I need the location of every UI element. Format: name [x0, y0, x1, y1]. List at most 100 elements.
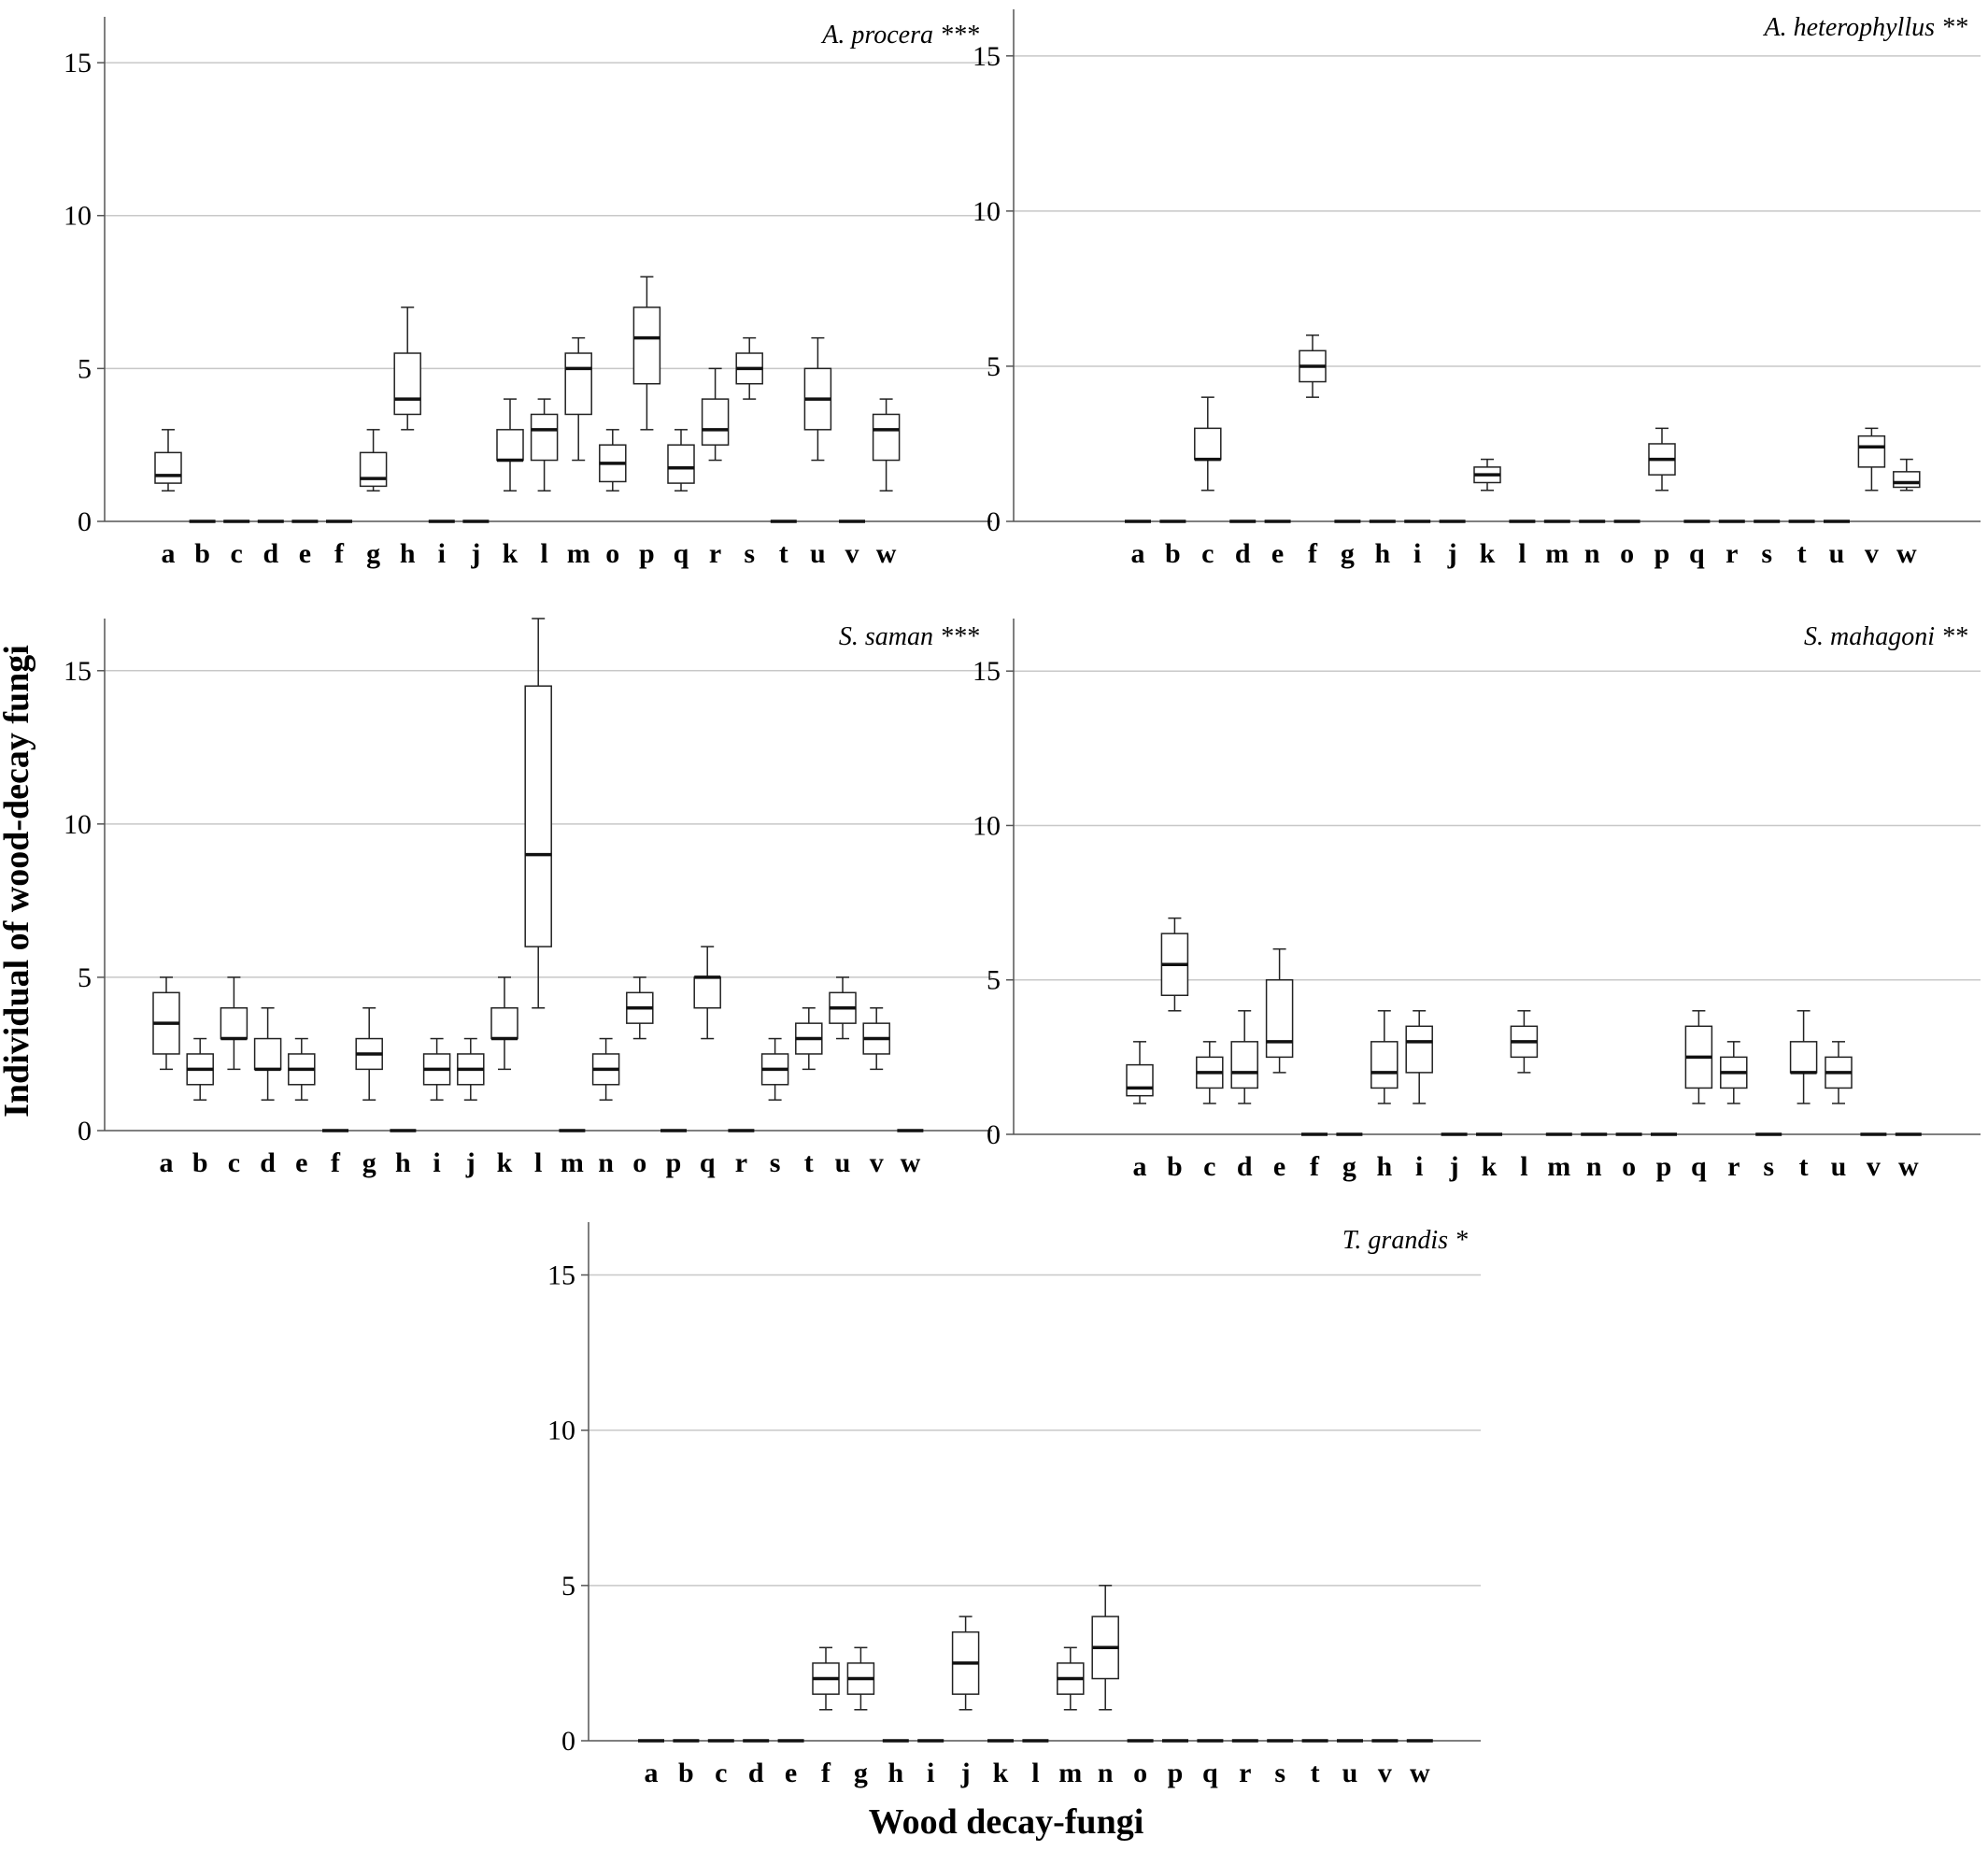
box-t — [795, 1006, 823, 1071]
category-label-u: u — [1829, 538, 1845, 569]
category-label-p: p — [1168, 1758, 1184, 1788]
category-label-c: c — [1201, 538, 1214, 569]
category-label-p: p — [666, 1147, 682, 1178]
category-label-s: s — [770, 1147, 781, 1178]
category-label-g: g — [1341, 538, 1355, 569]
category-label-g: g — [366, 538, 380, 569]
category-label-g: g — [1342, 1151, 1356, 1182]
y-tick-label: 0 — [987, 506, 1001, 537]
category-label-m: m — [561, 1147, 584, 1178]
category-label-m: m — [1547, 1151, 1570, 1182]
box-r — [1720, 1041, 1748, 1104]
category-label-m: m — [567, 538, 590, 569]
y-tick-label: 5 — [987, 351, 1001, 382]
category-label-u: u — [835, 1147, 851, 1178]
category-label-n: n — [1098, 1758, 1114, 1788]
category-label-f: f — [334, 538, 345, 569]
box-h — [1370, 1010, 1399, 1104]
y-axis-title: Individual of wood-decay fungi — [0, 645, 36, 1118]
category-label-t: t — [1797, 538, 1807, 569]
box-k — [496, 398, 524, 492]
category-label-a: a — [1131, 538, 1145, 569]
panel-title: A. heterophyllus ** — [1763, 13, 1967, 42]
y-tick-label: 0 — [78, 506, 92, 537]
category-label-t: t — [779, 538, 788, 569]
box-p — [1648, 427, 1676, 491]
category-label-k: k — [1482, 1151, 1498, 1182]
category-label-c: c — [1203, 1151, 1215, 1182]
x-axis-title: Wood decay-fungi — [869, 1802, 1144, 1842]
category-label-r: r — [1727, 1151, 1740, 1182]
iqr-box — [564, 352, 592, 416]
box-l — [530, 398, 559, 492]
iqr-box — [1265, 978, 1294, 1059]
panel-title: S. mahagoni ** — [1804, 622, 1967, 651]
box-b — [186, 1037, 214, 1101]
category-label-v: v — [870, 1147, 884, 1178]
category-label-f: f — [1310, 1151, 1320, 1182]
category-label-f: f — [331, 1147, 341, 1178]
box-a — [1126, 1041, 1154, 1104]
y-tick-label: 10 — [973, 196, 1001, 227]
category-label-i: i — [438, 538, 446, 569]
category-label-p: p — [639, 538, 655, 569]
y-tick-label: 15 — [547, 1260, 575, 1290]
category-label-j: j — [1447, 538, 1457, 569]
box-j — [457, 1037, 485, 1101]
box-t — [1789, 1010, 1818, 1104]
box-f — [1299, 334, 1327, 398]
category-label-e: e — [299, 538, 311, 569]
category-label-d: d — [260, 1147, 276, 1178]
category-label-b: b — [678, 1758, 694, 1788]
box-a — [154, 429, 182, 492]
box-e — [1265, 947, 1294, 1074]
iqr-box — [1405, 1025, 1433, 1074]
box-s — [735, 336, 763, 400]
category-label-f: f — [1308, 538, 1318, 569]
box-w — [872, 398, 901, 492]
box-i — [422, 1037, 451, 1101]
box-w — [1893, 458, 1921, 491]
iqr-box — [667, 444, 695, 484]
category-label-f: f — [821, 1758, 831, 1788]
category-label-i: i — [433, 1147, 440, 1178]
category-label-e: e — [1273, 1151, 1285, 1182]
box-r — [701, 367, 730, 462]
category-label-q: q — [700, 1147, 716, 1178]
category-label-u: u — [810, 538, 826, 569]
box-c — [1196, 1041, 1224, 1104]
y-tick-label: 15 — [64, 656, 92, 687]
box-i — [1405, 1010, 1433, 1104]
category-label-a: a — [160, 1147, 174, 1178]
box-g — [846, 1646, 875, 1711]
category-label-e: e — [1271, 538, 1284, 569]
y-tick-label: 10 — [64, 809, 92, 840]
iqr-box — [220, 1006, 248, 1040]
category-label-k: k — [503, 538, 518, 569]
category-label-c: c — [228, 1147, 240, 1178]
y-tick-label: 0 — [78, 1116, 92, 1146]
category-label-k: k — [1480, 538, 1496, 569]
iqr-box — [253, 1037, 282, 1071]
iqr-box — [1857, 434, 1886, 468]
box-c — [220, 976, 248, 1071]
category-label-i: i — [1415, 1151, 1423, 1182]
category-label-b: b — [194, 538, 210, 569]
category-label-w: w — [1410, 1758, 1430, 1788]
category-label-w: w — [876, 538, 897, 569]
chart-panel-2: 0 5 10 15 A. heterophyllus ** a b c d e f g h i j k l m n o… — [973, 9, 1981, 569]
y-tick-label: 15 — [973, 656, 1001, 687]
box-j — [951, 1616, 980, 1711]
category-label-c: c — [231, 538, 243, 569]
category-label-v: v — [1378, 1758, 1392, 1788]
box-d — [1230, 1010, 1258, 1104]
panel-title: A. procera *** — [820, 21, 979, 50]
category-label-o: o — [1133, 1758, 1147, 1788]
y-tick-label: 5 — [78, 962, 92, 993]
category-label-l: l — [1031, 1758, 1039, 1788]
category-label-k: k — [497, 1147, 513, 1178]
category-label-r: r — [735, 1147, 747, 1178]
iqr-box — [393, 352, 421, 416]
box-u — [829, 976, 857, 1040]
category-label-h: h — [1374, 538, 1390, 569]
